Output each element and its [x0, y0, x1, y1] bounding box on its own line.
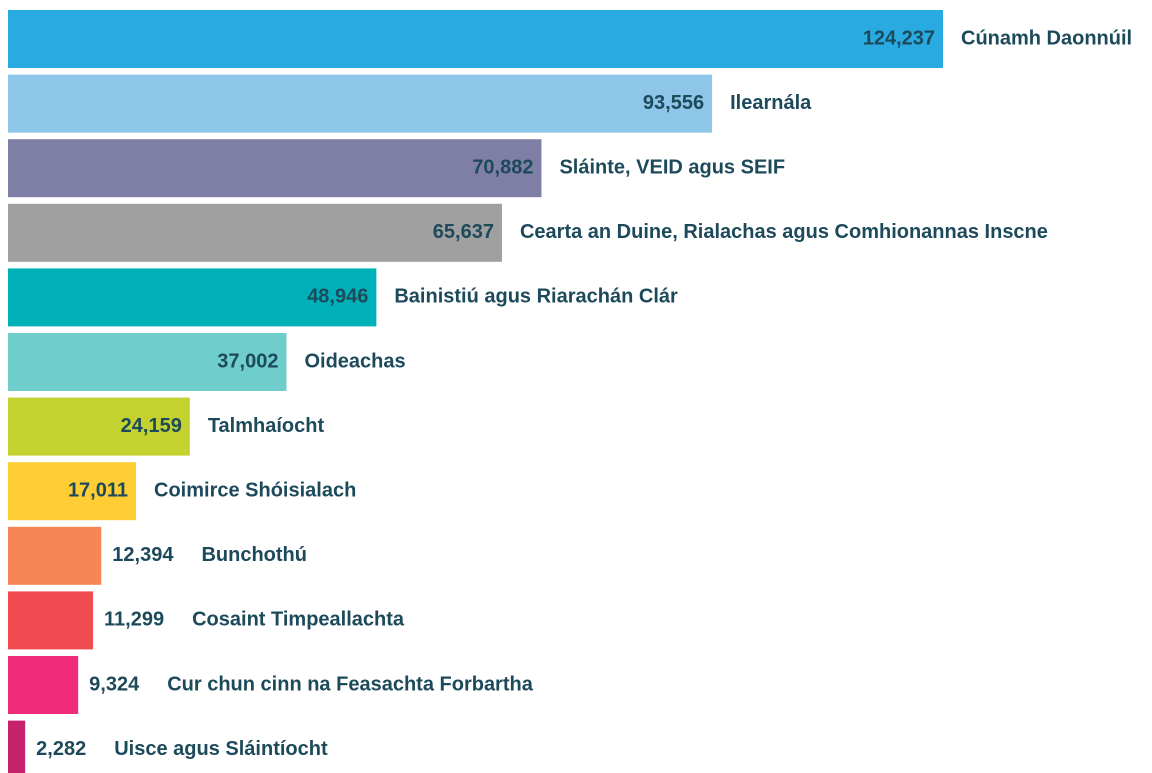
bar: [8, 333, 287, 391]
bar: [8, 462, 137, 521]
category-label: Sláinte, VEID agus SEIF: [559, 156, 785, 178]
bar: [8, 10, 943, 68]
bar: [8, 720, 26, 773]
bar: [8, 526, 102, 585]
value-label: 17,011: [68, 479, 128, 501]
category-label: Cearta an Duine, Rialachas agus Comhiona…: [520, 221, 1048, 243]
category-label: Cosaint Timpeallachta: [192, 609, 405, 631]
bar: [8, 203, 502, 262]
bar: [8, 139, 542, 198]
category-label: Oideachas: [304, 350, 405, 372]
value-label: 2,282: [36, 738, 86, 760]
bar: [8, 268, 377, 327]
value-label: 65,637: [433, 221, 494, 243]
bar: [8, 656, 79, 714]
category-label: Coimirce Shóisialach: [154, 479, 356, 501]
category-label: Uisce agus Sláintíocht: [114, 738, 328, 760]
value-label: 11,299: [104, 609, 164, 631]
value-label: 37,002: [217, 350, 278, 372]
value-label: 93,556: [643, 92, 704, 114]
bar: [8, 397, 190, 456]
value-label: 12,394: [112, 544, 174, 566]
category-label: Bunchothú: [201, 544, 307, 566]
category-label: Talmhaíocht: [208, 415, 325, 437]
category-label: Ilearnála: [730, 92, 812, 114]
category-label: Cúnamh Daonnúil: [961, 27, 1132, 49]
value-label: 9,324: [89, 673, 140, 695]
value-label: 124,237: [863, 27, 935, 49]
value-label: 24,159: [121, 415, 182, 437]
bar: [8, 591, 94, 650]
category-label: Bainistiú agus Riarachán Clár: [394, 286, 678, 308]
category-label: Cur chun cinn na Feasachta Forbartha: [167, 673, 534, 695]
value-label: 48,946: [307, 286, 368, 308]
bar: [8, 74, 713, 133]
value-label: 70,882: [472, 156, 533, 178]
